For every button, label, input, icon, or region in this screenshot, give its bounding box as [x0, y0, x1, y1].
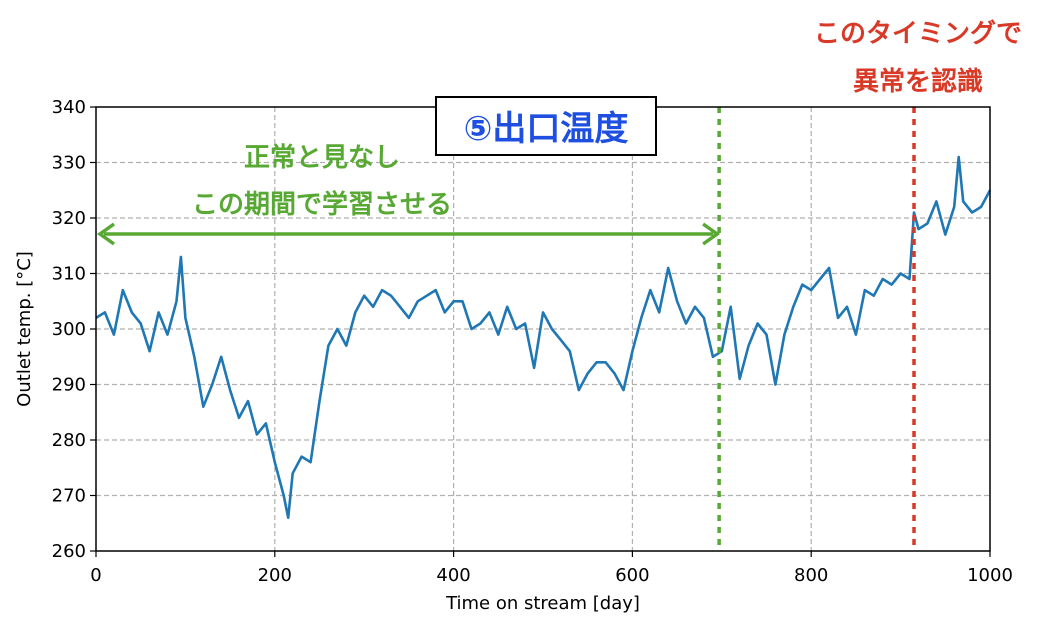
y-tick-label: 270 — [52, 486, 86, 507]
x-tick-label: 800 — [794, 565, 828, 586]
axis-ticks: 0 200 400 600 800 1000 260 270 280 290 300 310 320 33… — [52, 97, 1013, 586]
y-tick-label: 300 — [52, 319, 86, 340]
arrow-head-right — [702, 222, 721, 246]
x-tick-label: 1000 — [967, 565, 1013, 586]
data-line-layer — [95, 155, 992, 520]
y-tick-label: 340 — [52, 97, 86, 118]
x-tick-label: 200 — [258, 565, 292, 586]
normal-period-label-line2: この期間で学習させる — [192, 189, 452, 220]
anomaly-label-line1: このタイミングで — [814, 19, 1022, 49]
y-tick-label: 310 — [52, 264, 86, 285]
y-tick-label: 290 — [52, 375, 86, 396]
y-tick-label: 260 — [52, 541, 86, 562]
normal-period-arrow — [96, 222, 721, 246]
x-tick-label: 0 — [90, 565, 101, 586]
marker-lines — [717, 107, 916, 551]
y-tick-label: 320 — [52, 208, 86, 229]
y-tick-label: 330 — [52, 153, 86, 174]
anomaly-label-line2: 異常を認識 — [853, 66, 983, 97]
normal-period-label-line1: 正常と見なし — [244, 143, 400, 173]
series-line — [95, 155, 992, 520]
title-box — [435, 96, 657, 156]
chart-title: ⑤出口温度 — [464, 109, 629, 149]
x-tick-label: 600 — [615, 565, 649, 586]
x-axis-label: Time on stream [day] — [445, 593, 640, 614]
x-tick-label: 400 — [436, 565, 470, 586]
grid-lines — [96, 107, 990, 551]
arrow-head-left — [96, 222, 116, 246]
y-tick-label: 280 — [52, 430, 86, 451]
y-axis-label: Outlet temp. [°C] — [14, 251, 35, 407]
